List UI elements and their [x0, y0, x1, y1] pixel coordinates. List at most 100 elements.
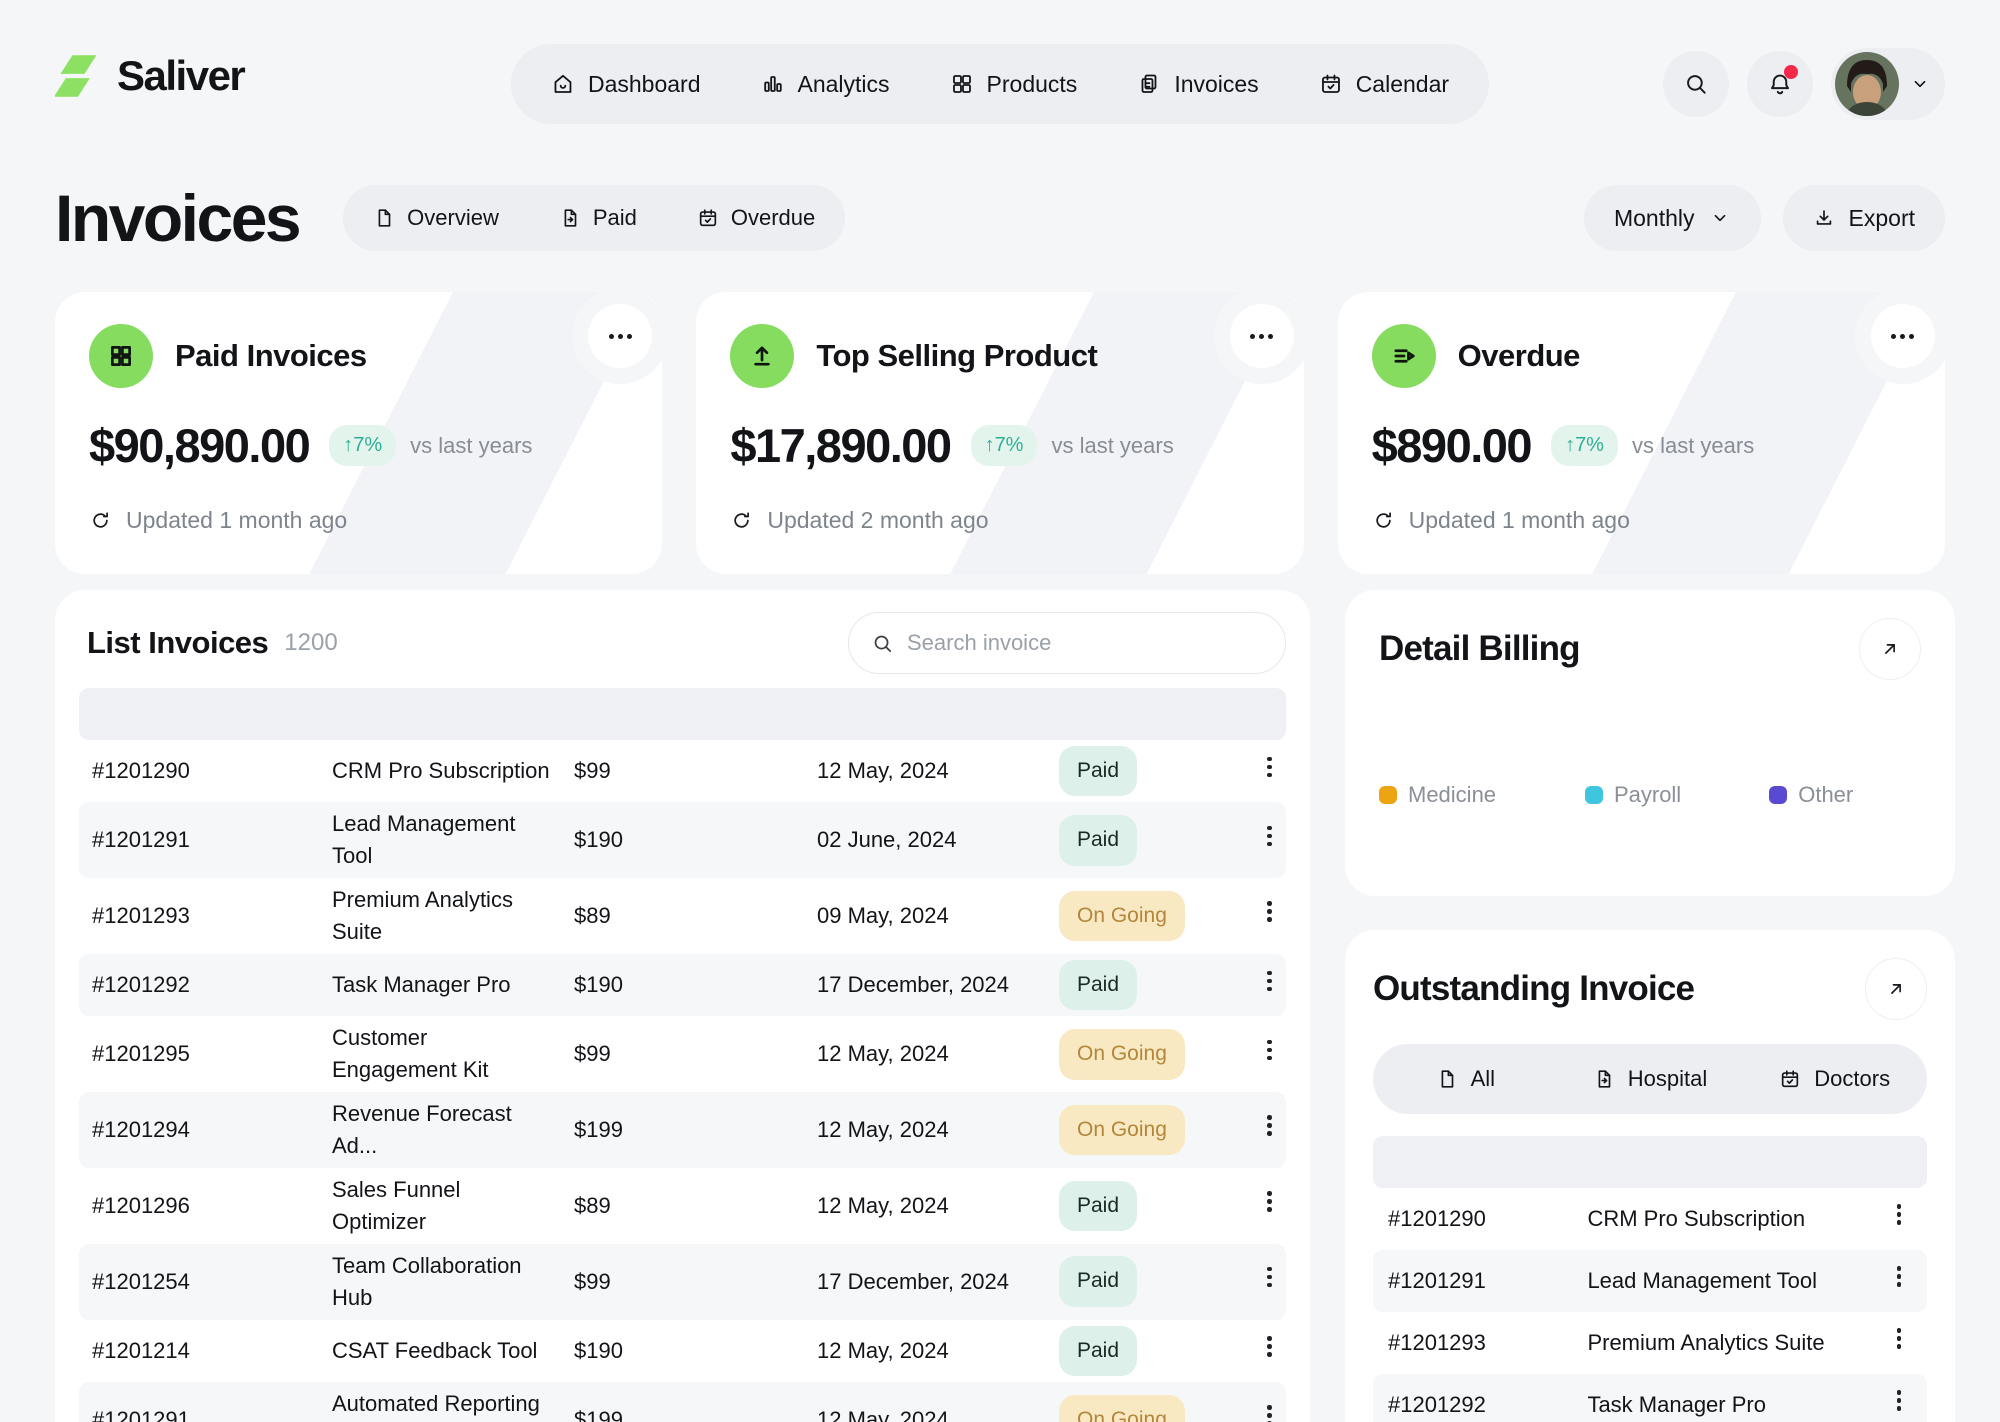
updated-label: Updated 1 month ago: [126, 507, 348, 533]
invoice-row: #1201290 CRM Pro Subscription $99 12 May…: [79, 740, 1286, 802]
export-button[interactable]: Export: [1782, 185, 1945, 251]
compare-label: vs last years: [410, 432, 533, 458]
detail-billing-link-button[interactable]: [1859, 618, 1921, 680]
card-menu-button[interactable]: [1870, 304, 1935, 368]
user-menu[interactable]: [1831, 48, 1945, 120]
row-menu-button[interactable]: [1253, 1326, 1286, 1366]
legend-item: Medicine: [1379, 782, 1585, 808]
invoice-row: #1201214 CSAT Feedback Tool $190 12 May,…: [79, 1320, 1286, 1382]
file-arrow-icon: [559, 207, 581, 229]
invoice-subject: Lead Management Tool: [332, 811, 516, 869]
legend-item: Payroll: [1584, 782, 1769, 808]
invoice-id: #1201214: [92, 1337, 190, 1363]
outstanding-link-button[interactable]: [1865, 958, 1927, 1020]
row-menu-button[interactable]: [1253, 1257, 1286, 1297]
card-menu-button[interactable]: [588, 304, 653, 368]
invoice-subject: CRM Pro Subscription: [1587, 1205, 1806, 1231]
table-body: #1201290 CRM Pro Subscription $99 12 May…: [79, 740, 1286, 1422]
row-menu-button[interactable]: [1883, 1257, 1916, 1297]
file-icon: [373, 207, 395, 229]
outstanding-tab[interactable]: All: [1373, 1044, 1558, 1114]
nav-item[interactable]: Analytics: [731, 44, 920, 124]
page-tab[interactable]: Overdue: [667, 185, 845, 251]
invoice-id: #1201296: [92, 1192, 190, 1218]
nav-item[interactable]: Dashboard: [521, 44, 731, 124]
row-menu-button[interactable]: [1253, 892, 1286, 932]
table-header: [79, 688, 1286, 740]
row-menu-button[interactable]: [1883, 1381, 1916, 1421]
invoice-amount: $199: [574, 1117, 623, 1143]
status-badge: Paid: [1059, 746, 1138, 797]
outstanding-tab[interactable]: Hospital: [1558, 1044, 1743, 1114]
chevron-down-icon: [1709, 207, 1731, 229]
status-badge: Paid: [1059, 1256, 1138, 1307]
search-button[interactable]: [1663, 51, 1729, 117]
billing-stacked-bar: [1379, 710, 1921, 750]
invoice-date: 12 May, 2024: [817, 1041, 949, 1067]
row-menu-button[interactable]: [1253, 1395, 1286, 1422]
outstanding-tab[interactable]: Doctors: [1742, 1044, 1927, 1114]
calendar-icon: [697, 207, 719, 229]
stat-head: Overdue: [1371, 324, 1911, 388]
status-badge: Paid: [1059, 1325, 1138, 1376]
card-menu-button[interactable]: [1229, 304, 1294, 368]
delta-badge: ↑7%: [970, 425, 1038, 466]
status-badge: On Going: [1059, 1394, 1185, 1422]
page-tab-label: Overdue: [730, 205, 816, 230]
invoice-id: #1201292: [92, 972, 190, 998]
invoice-date: 02 June, 2024: [817, 827, 957, 853]
updated-label: Updated 1 month ago: [1408, 507, 1630, 533]
invoice-id: #1201291: [92, 1406, 190, 1422]
list-title: List Invoices: [87, 625, 269, 660]
row-menu-button[interactable]: [1883, 1195, 1916, 1235]
legend-dot: [1769, 786, 1788, 804]
row-menu-button[interactable]: [1253, 961, 1286, 1001]
search-icon: [871, 632, 894, 655]
invoice-row: #1201292 Task Manager Pro $190 17 Decemb…: [79, 954, 1286, 1017]
row-menu-button[interactable]: [1253, 816, 1286, 856]
invoice-amount: $99: [574, 758, 611, 784]
legend-label: Payroll: [1613, 782, 1682, 807]
invoice-list-card: List Invoices 1200 #1201290 CRM Pro Subs…: [55, 590, 1310, 1422]
nav-item[interactable]: Products: [920, 44, 1108, 124]
nav-item-label: Calendar: [1355, 70, 1450, 97]
row-menu-button[interactable]: [1253, 747, 1286, 787]
invoice-date: 12 May, 2024: [817, 1406, 949, 1422]
outstanding-row: #1201293 Premium Analytics Suite: [1373, 1312, 1927, 1374]
outstanding-row: #1201290 CRM Pro Subscription: [1373, 1188, 1927, 1250]
row-menu-button[interactable]: [1253, 1030, 1286, 1070]
notification-dot: [1784, 65, 1798, 79]
invoice-amount: $89: [574, 1192, 611, 1218]
invoice-row: #1201291 Lead Management Tool $190 02 Ju…: [79, 802, 1286, 879]
invoice-amount: $99: [574, 1041, 611, 1067]
period-select[interactable]: Monthly: [1583, 185, 1761, 251]
stat-title: Overdue: [1457, 338, 1581, 373]
chevron-down-icon: [1909, 73, 1931, 95]
nav-item[interactable]: Calendar: [1289, 44, 1479, 124]
notifications-button[interactable]: [1747, 51, 1813, 117]
invoice-row: #1201294 Revenue Forecast Ad... $199 12 …: [79, 1092, 1286, 1168]
page-tab[interactable]: Paid: [529, 185, 667, 251]
invoice-subject: Lead Management Tool: [1587, 1267, 1817, 1293]
upload-icon: [748, 342, 776, 370]
invoice-row: #1201295 Customer Engagement Kit $99 12 …: [79, 1016, 1286, 1092]
status-badge: Paid: [1059, 815, 1138, 866]
nav-item[interactable]: Invoices: [1107, 44, 1288, 124]
invoice-id: #1201293: [1388, 1329, 1486, 1355]
avatar: [1835, 52, 1899, 116]
search-icon: [1683, 71, 1709, 97]
outstanding-tab-label: Hospital: [1627, 1066, 1708, 1091]
search-input[interactable]: [907, 630, 1263, 656]
brand-logo: Saliver: [55, 52, 246, 100]
invoice-search[interactable]: [848, 612, 1286, 674]
nav-item-label: Dashboard: [587, 70, 701, 97]
row-menu-button[interactable]: [1253, 1181, 1286, 1221]
row-menu-button[interactable]: [1883, 1319, 1916, 1359]
page-header: Invoices Overview Paid Overdue Monthly: [55, 178, 1945, 258]
invoice-date: 12 May, 2024: [817, 1337, 949, 1363]
status-badge: On Going: [1059, 1104, 1185, 1156]
status-badge: Paid: [1059, 1180, 1138, 1232]
invoice-id: #1201292: [1388, 1391, 1486, 1417]
row-menu-button[interactable]: [1253, 1106, 1286, 1146]
page-tab[interactable]: Overview: [343, 185, 529, 251]
